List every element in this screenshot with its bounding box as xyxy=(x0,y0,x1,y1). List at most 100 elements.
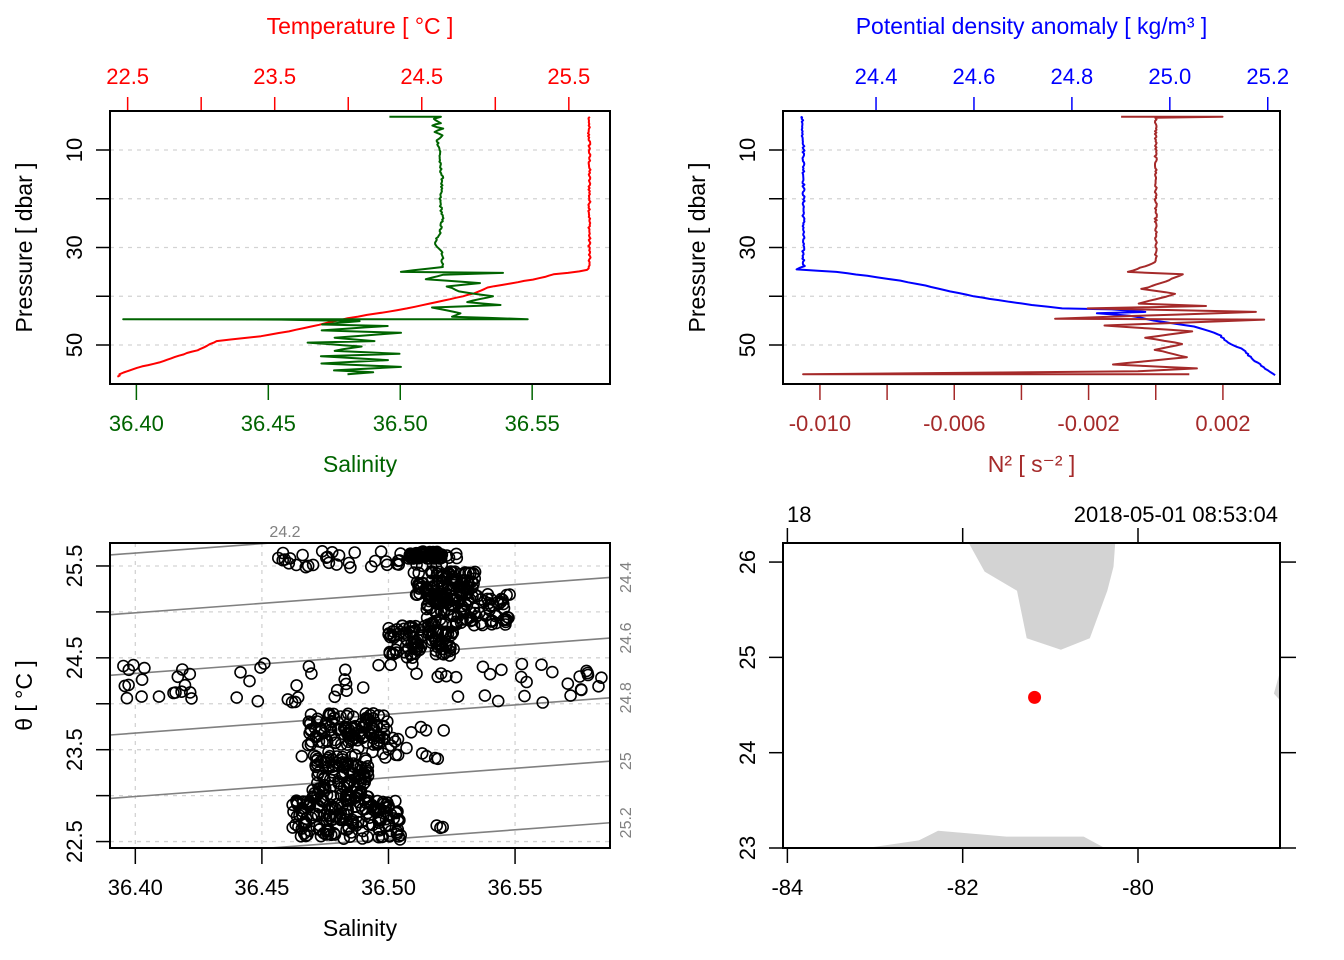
data-point xyxy=(306,808,320,822)
data-point xyxy=(410,667,423,681)
isopycnal-label: 25 xyxy=(618,752,635,770)
land-florida xyxy=(968,543,1116,650)
data-point xyxy=(376,747,390,761)
y-tick-label: 24.5 xyxy=(62,636,87,679)
y-axis-label: θ [ °C ] xyxy=(11,660,37,731)
top-tick-label: 23.5 xyxy=(253,64,296,89)
data-point xyxy=(183,667,197,681)
data-point xyxy=(442,551,456,565)
series-line-potential-density-anomaly xyxy=(795,115,1276,377)
plot-frame xyxy=(782,110,1281,385)
data-point xyxy=(283,552,297,565)
data-point xyxy=(489,616,503,630)
data-point xyxy=(364,560,378,573)
data-point xyxy=(319,551,333,565)
panel-station-map: -84 -82 -80 18 2018-05-01 08:53:04 23 24 25 26 xyxy=(735,502,1296,900)
y-tick-label: 50 xyxy=(735,333,760,357)
y-axis-label: Pressure [ dbar ] xyxy=(684,162,710,332)
panel-ts-diagram: 36.40 36.45 36.50 36.55 22.5 23.5 24.5 25.5 Sali… xyxy=(11,524,635,941)
data-point xyxy=(432,597,446,611)
bottom-tick-label: -0.010 xyxy=(789,411,851,436)
data-point xyxy=(292,820,305,834)
series-line-n2 xyxy=(802,115,1266,376)
data-point xyxy=(561,677,575,691)
data-point xyxy=(330,750,344,763)
plot-frame xyxy=(109,110,611,385)
isopycnal-label: 24.6 xyxy=(618,622,635,653)
data-point xyxy=(427,587,440,601)
data-point xyxy=(482,596,496,610)
data-point xyxy=(384,658,398,672)
data-point xyxy=(384,808,398,821)
data-point xyxy=(468,606,481,620)
data-point xyxy=(460,587,474,601)
land-bahamas xyxy=(1273,671,1280,701)
top-tick-label: 24.4 xyxy=(855,64,898,89)
data-point xyxy=(419,723,433,737)
data-point xyxy=(410,558,423,571)
data-point xyxy=(496,597,510,611)
isopycnal-label: 24.4 xyxy=(618,562,635,593)
data-point xyxy=(495,663,508,677)
data-point xyxy=(127,658,140,672)
data-point xyxy=(295,801,309,815)
data-point xyxy=(491,694,505,708)
data-point xyxy=(371,729,385,742)
y-tick-label: 23 xyxy=(735,836,760,860)
data-point xyxy=(326,813,339,827)
data-point xyxy=(358,771,371,784)
data-point xyxy=(152,690,166,703)
data-point xyxy=(135,673,149,687)
x-tick-label: -82 xyxy=(947,875,979,900)
data-point xyxy=(406,638,420,652)
isopycnal-line xyxy=(259,821,610,848)
data-point xyxy=(575,683,588,697)
data-point xyxy=(135,690,148,703)
data-point xyxy=(545,665,559,679)
data-point xyxy=(254,661,267,674)
y-tick-label: 30 xyxy=(735,235,760,259)
data-point xyxy=(282,556,296,570)
data-point xyxy=(415,747,429,760)
data-point xyxy=(434,667,448,680)
data-point xyxy=(458,574,472,587)
data-point xyxy=(354,799,368,812)
data-point xyxy=(483,667,497,681)
data-point xyxy=(370,730,384,743)
data-point xyxy=(301,738,315,752)
data-point xyxy=(387,631,401,644)
data-point xyxy=(345,750,358,763)
data-point xyxy=(118,679,132,693)
top-tick-label: 25.2 xyxy=(1246,64,1289,89)
data-point xyxy=(449,615,463,629)
data-point xyxy=(301,559,315,573)
data-point xyxy=(503,588,516,601)
bottom-tick-label: 36.55 xyxy=(505,411,560,436)
data-point xyxy=(338,663,352,677)
data-point xyxy=(243,674,256,688)
data-point xyxy=(400,741,413,755)
data-point xyxy=(366,803,380,816)
data-point xyxy=(580,664,593,678)
data-point xyxy=(372,658,385,672)
data-point xyxy=(514,670,528,684)
land-cuba xyxy=(866,830,1105,848)
data-point xyxy=(356,731,369,745)
data-point xyxy=(303,717,317,730)
data-point xyxy=(361,830,374,844)
data-point xyxy=(317,772,331,786)
data-point xyxy=(120,691,134,705)
data-point xyxy=(478,689,492,702)
data-point xyxy=(366,707,380,720)
data-point xyxy=(391,732,405,746)
data-point xyxy=(391,814,405,828)
data-point xyxy=(367,722,381,735)
top-tick-label: 22.5 xyxy=(106,64,149,89)
data-point xyxy=(391,823,405,836)
y-tick-label: 30 xyxy=(62,235,87,259)
scatter-points xyxy=(117,544,608,846)
x-tick-label: 36.40 xyxy=(108,875,163,900)
data-point xyxy=(429,605,442,619)
isopycnal-label: 24.8 xyxy=(618,682,635,713)
data-point xyxy=(178,678,192,692)
